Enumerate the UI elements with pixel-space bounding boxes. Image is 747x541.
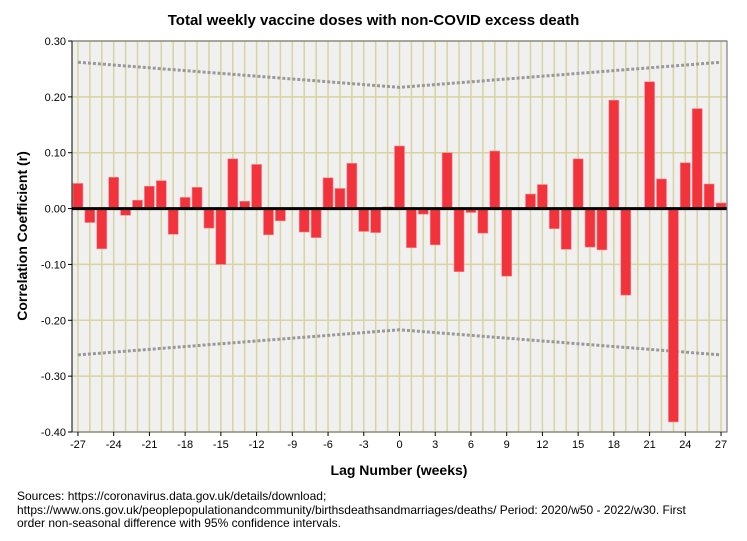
x-tick-label: -27 (70, 439, 86, 451)
bar-lag-15 (572, 158, 584, 209)
x-tick-label: -3 (359, 439, 369, 451)
y-tick-label: -0.30 (41, 371, 66, 383)
bar-lag-7 (477, 208, 489, 234)
upper-confidence-limit (77, 60, 722, 89)
y-tick-label: 0.20 (45, 92, 66, 104)
x-tick-label: 21 (643, 439, 655, 451)
bars (72, 81, 727, 423)
bar-lag-19 (620, 208, 632, 296)
x-tick-label: -12 (249, 439, 265, 451)
bar-lag-16 (584, 208, 596, 248)
bar-lag--6 (322, 177, 334, 209)
bar-lag--15 (215, 208, 227, 265)
y-tick-label: 0.00 (45, 204, 66, 216)
bar-lag--26 (84, 208, 96, 223)
x-tick-label: 15 (572, 439, 584, 451)
y-tick-label: -0.40 (41, 427, 66, 439)
bar-lag-0 (394, 145, 405, 209)
x-axis: -27 -24 -21 -18 -15 -12 -9 -6 -3 0 3 6 9 12 15 18 21 24 27 (70, 432, 727, 451)
chart-title: Total weekly vaccine doses with non-COVI… (167, 12, 580, 29)
x-tick-label: 0 (396, 439, 402, 451)
bar-lag-3 (429, 208, 441, 246)
bar-lag--11 (263, 208, 274, 236)
confidence-limits (77, 60, 722, 357)
bar-lag--16 (203, 208, 215, 229)
y-axis-label: Correlation Coefficient (r) (14, 151, 30, 321)
bar-lag--19 (167, 208, 179, 235)
x-tick-label: -15 (213, 439, 229, 451)
bar-lag--4 (346, 163, 358, 209)
x-axis-label: Lag Number (weeks) (331, 462, 468, 478)
bar-lag-14 (560, 208, 572, 250)
y-tick-label: 0.10 (45, 148, 66, 160)
x-tick-label: 18 (608, 439, 620, 451)
bar-lag--21 (144, 185, 155, 209)
bar-lag--18 (179, 197, 191, 209)
bar-lag-26 (703, 183, 715, 209)
bar-lag-18 (608, 99, 620, 209)
bar-lag--25 (96, 208, 108, 250)
x-tick-label: 12 (536, 439, 548, 451)
x-tick-label: -21 (141, 439, 157, 451)
bar-lag--2 (370, 208, 381, 233)
bar-lag-4 (441, 152, 453, 209)
x-tick-label: -9 (287, 439, 297, 451)
bar-lag--3 (358, 208, 370, 232)
x-tick-label: -24 (106, 439, 122, 451)
x-tick-label: -6 (323, 439, 333, 451)
x-tick-label: 27 (715, 439, 727, 451)
bar-lag-11 (525, 193, 536, 209)
bar-lag-24 (680, 162, 691, 209)
bar-lag-25 (691, 108, 703, 209)
bar-lag--12 (251, 164, 262, 209)
y-tick-label: 0.30 (45, 36, 66, 48)
bar-lag-17 (596, 208, 608, 251)
bar-lag-8 (489, 150, 501, 209)
bar-lag--5 (334, 188, 346, 209)
x-tick-label: -18 (177, 439, 193, 451)
bar-lag--20 (156, 180, 167, 209)
bar-lag--14 (227, 158, 239, 209)
x-tick-label: 6 (468, 439, 474, 451)
x-tick-label: 24 (679, 439, 691, 451)
x-tick-label: 3 (432, 439, 438, 451)
bar-lag--7 (310, 208, 322, 238)
x-tick-label: 9 (504, 439, 510, 451)
bar-lag-5 (453, 208, 465, 272)
y-tick-label: -0.20 (41, 315, 66, 327)
bar-lag--27 (72, 183, 84, 209)
bar-lag-1 (406, 208, 417, 248)
bar-lag-21 (644, 81, 655, 209)
bar-lag--10 (275, 208, 286, 222)
bar-lag-9 (501, 208, 512, 277)
sources-note: Sources: https://coronavirus.data.gov.uk… (17, 489, 686, 530)
bar-lag--8 (298, 208, 310, 233)
bar-lag-12 (537, 184, 548, 209)
bar-lag--17 (191, 187, 203, 209)
y-tick-label: -0.10 (41, 259, 66, 271)
y-axis: 0.30 0.20 0.10 0.00 -0.10 -0.20 -0.30 -0.40 (41, 36, 73, 439)
bar-lag-23 (668, 208, 679, 423)
lower-confidence-limit (77, 328, 722, 357)
bar-lag-22 (656, 178, 667, 209)
bar-lag-13 (549, 208, 560, 229)
bar-lag--24 (108, 176, 119, 209)
